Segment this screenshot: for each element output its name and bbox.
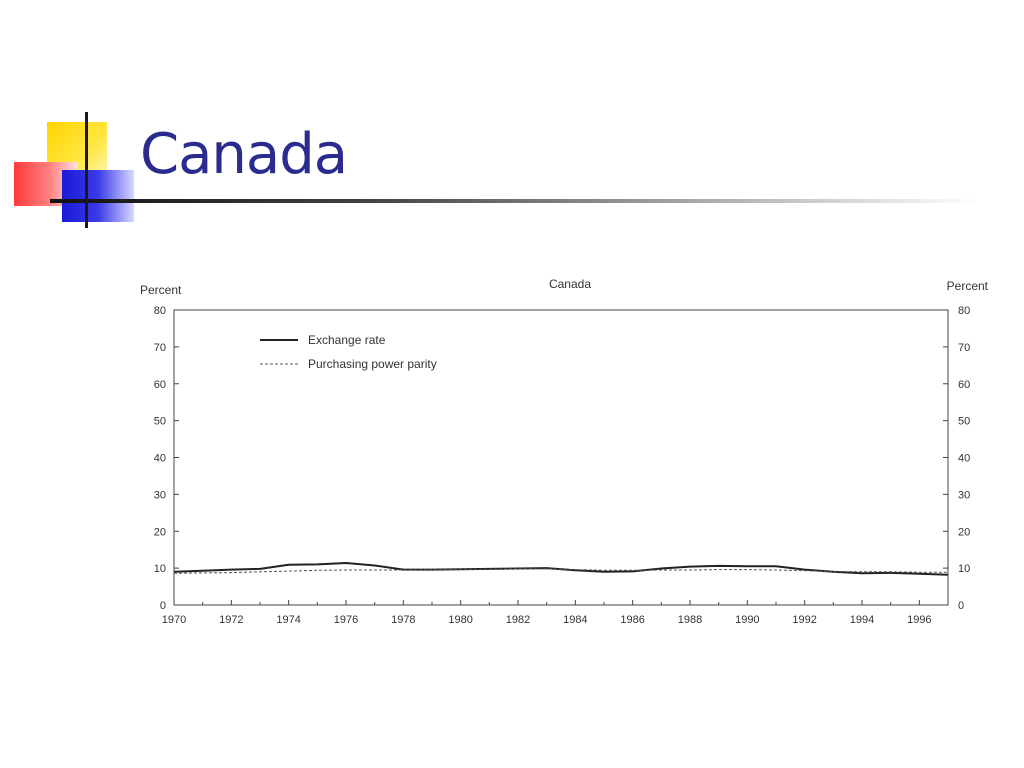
x-tick-label: 1976 [334,614,358,626]
series-line-purchasing-power-parity [173,568,948,574]
y-tick-label-right: 20 [958,526,970,538]
legend-label: Exchange rate [308,333,386,347]
x-tick-label: 1980 [448,614,472,626]
x-tick-label: 1986 [620,614,644,626]
y-tick-label-right: 50 [958,416,970,428]
x-tick-label: 1984 [563,614,587,626]
y-tick-label-left: 10 [154,563,166,575]
y-axis-label-right: Percent [947,279,989,293]
logo-vertical-line [85,112,88,228]
x-tick-label: 1988 [678,614,702,626]
y-tick-label-right: 10 [958,563,970,575]
y-tick-label-left: 40 [154,453,166,465]
title-underline [50,199,980,203]
x-tick-label: 1978 [391,614,415,626]
legend-label: Purchasing power parity [308,357,437,371]
y-tick-label-left: 0 [160,600,166,612]
y-tick-label-left: 60 [154,379,166,391]
logo-blue-square [62,170,134,222]
x-tick-label: 1982 [506,614,530,626]
x-tick-label: 1994 [850,614,874,626]
x-tick-label: 1990 [735,614,759,626]
y-tick-label-left: 30 [154,489,166,501]
slide-title: Canada [140,122,348,187]
line-chart: 0 0 10 10 20 20 30 30 40 40 50 50 60 60 70 70 80 80 1970 19… [140,277,989,626]
y-tick-label-left: 70 [154,342,166,354]
y-axis-label-left: Percent [140,283,182,297]
x-tick-label: 1972 [219,614,243,626]
y-tick-label-left: 80 [154,305,166,317]
plot-frame [173,309,949,606]
y-tick-label-right: 70 [958,342,970,354]
y-tick-label-left: 50 [154,416,166,428]
chart-title: Canada [549,277,591,291]
y-tick-label-right: 0 [958,600,964,612]
x-tick-label: 1992 [792,614,816,626]
chart-container: 0 0 10 10 20 20 30 30 40 40 50 50 60 60 70 70 80 80 1970 19… [130,268,1000,640]
y-tick-label-right: 80 [958,305,970,317]
x-tick-label: 1974 [276,614,300,626]
x-tick-label: 1970 [162,614,186,626]
y-tick-label-right: 40 [958,453,970,465]
y-tick-label-right: 60 [958,379,970,391]
slide-logo-decoration [0,100,150,240]
y-tick-label-right: 30 [958,489,970,501]
y-tick-label-left: 20 [154,526,166,538]
x-tick-label: 1996 [907,614,931,626]
